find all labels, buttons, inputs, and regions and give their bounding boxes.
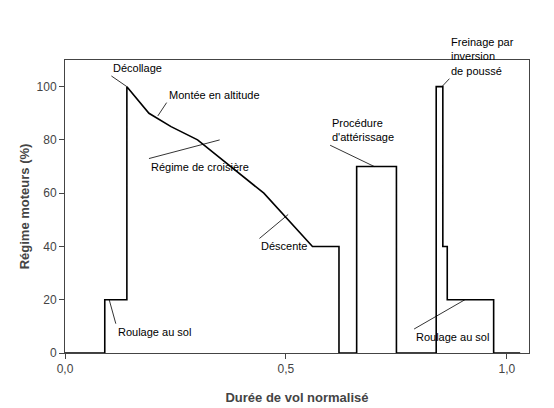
svg-text:20: 20 <box>43 293 57 307</box>
svg-text:40: 40 <box>43 240 57 254</box>
svg-text:0,5: 0,5 <box>278 362 295 376</box>
svg-text:1,0: 1,0 <box>499 362 516 376</box>
svg-text:Freinage parinversionde poussé: Freinage parinversionde poussé <box>451 36 514 77</box>
svg-text:Régime moteurs (%): Régime moteurs (%) <box>17 144 32 270</box>
svg-text:Roulage au sol: Roulage au sol <box>416 331 489 343</box>
svg-text:Roulage au sol: Roulage au sol <box>118 326 191 338</box>
svg-text:0: 0 <box>50 346 57 360</box>
svg-text:Procédured'attérissage: Procédured'attérissage <box>332 117 394 143</box>
svg-text:Durée de vol normalisé: Durée de vol normalisé <box>225 390 368 405</box>
svg-text:Décollage: Décollage <box>113 62 162 74</box>
svg-text:0,0: 0,0 <box>57 362 74 376</box>
svg-text:80: 80 <box>43 133 57 147</box>
svg-text:Déscente: Déscente <box>261 240 307 252</box>
svg-text:Régime de croisière: Régime de croisière <box>151 161 249 173</box>
svg-text:60: 60 <box>43 186 57 200</box>
svg-text:Montée en altitude: Montée en altitude <box>169 89 260 101</box>
svg-text:100: 100 <box>37 80 57 94</box>
